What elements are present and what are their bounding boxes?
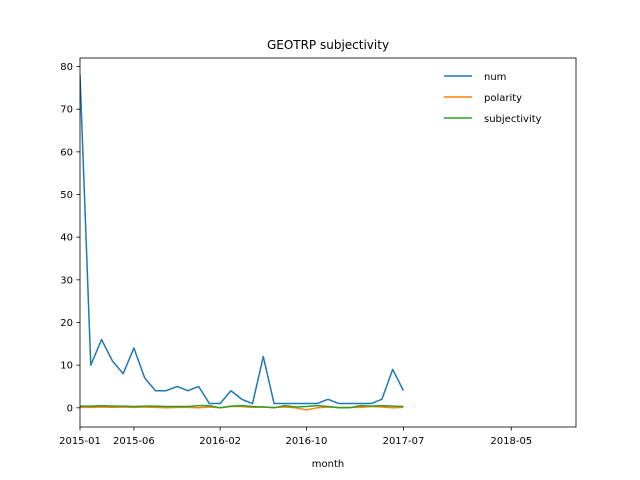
series-line-num (80, 75, 405, 405)
x-tick-label: 2016-02 (199, 436, 241, 447)
legend: num polarity subjectivity (444, 72, 542, 125)
x-tick-label: 2015-06 (113, 436, 155, 447)
x-tick-label: 2015-01 (59, 436, 101, 447)
x-tick-label: 2018-05 (490, 436, 532, 447)
y-tick-label: 20 (60, 318, 73, 329)
x-tick-label: 2017-07 (383, 436, 425, 447)
legend-label-num: num (484, 72, 506, 83)
series-line-subjectivity (80, 404, 404, 409)
x-axis-label: month (312, 459, 344, 470)
y-tick-label: 80 (60, 62, 73, 73)
y-tick-label: 40 (60, 233, 73, 244)
y-tick-label: 10 (60, 361, 73, 372)
y-tick-label: 60 (60, 147, 73, 158)
legend-label-polarity: polarity (484, 93, 522, 104)
y-tick-label: 70 (60, 105, 73, 116)
y-tick-label: 30 (60, 275, 73, 286)
y-tick-label: 50 (60, 190, 73, 201)
plot-area: 0 10 20 30 40 50 60 70 80 2015-01 2015-06 2016-02 20… (59, 57, 577, 447)
y-tick-label: 0 (67, 403, 73, 414)
plot-frame (79, 57, 577, 428)
x-tick-label: 2016-10 (286, 436, 328, 447)
legend-label-subjectivity: subjectivity (484, 114, 542, 125)
chart-title: GEOTRP subjectivity (267, 38, 389, 52)
